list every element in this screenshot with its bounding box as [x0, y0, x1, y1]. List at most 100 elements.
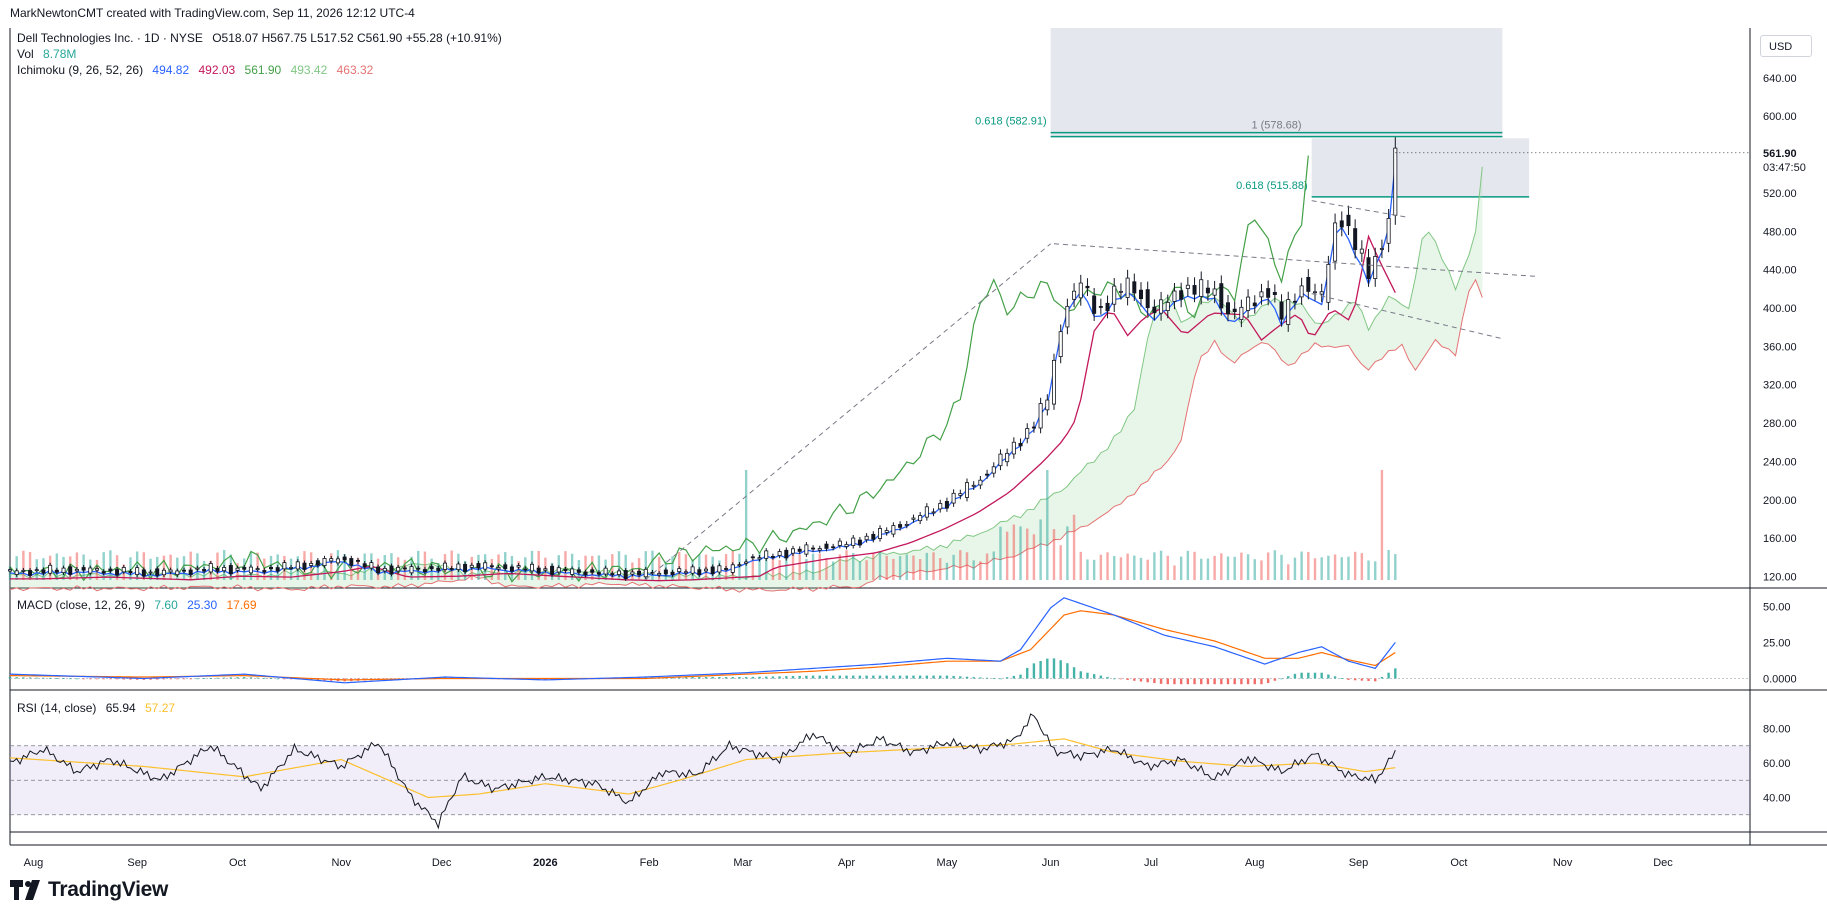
candle-body[interactable]: [931, 511, 936, 514]
candle-body[interactable]: [1333, 222, 1338, 262]
candle-body[interactable]: [831, 546, 836, 549]
candle-body[interactable]: [1192, 285, 1197, 295]
candle-body[interactable]: [1199, 279, 1204, 297]
candle-body[interactable]: [1366, 257, 1371, 280]
candle-body[interactable]: [583, 571, 588, 576]
candle-body[interactable]: [811, 547, 816, 550]
candle-body[interactable]: [1393, 147, 1398, 216]
candle-body[interactable]: [101, 571, 106, 574]
candle-body[interactable]: [1306, 276, 1311, 292]
candle-body[interactable]: [135, 567, 140, 575]
candle-body[interactable]: [68, 566, 73, 575]
candle-body[interactable]: [1045, 399, 1050, 411]
candle-body[interactable]: [784, 549, 789, 559]
candle-body[interactable]: [737, 564, 742, 567]
legend-volume[interactable]: Vol 8.78M: [17, 47, 82, 61]
candle-body[interactable]: [335, 558, 340, 564]
candle-body[interactable]: [322, 558, 327, 566]
candle-body[interactable]: [978, 479, 983, 486]
candle-body[interactable]: [128, 571, 133, 574]
candle-body[interactable]: [1219, 283, 1224, 309]
candle-body[interactable]: [295, 561, 300, 570]
candle-body[interactable]: [255, 568, 260, 571]
candle-body[interactable]: [1326, 264, 1331, 303]
candle-body[interactable]: [1132, 281, 1137, 294]
candle-body[interactable]: [1286, 299, 1291, 325]
candle-body[interactable]: [262, 570, 267, 573]
candle-body[interactable]: [1152, 306, 1157, 314]
candle-body[interactable]: [1259, 291, 1264, 298]
candle-body[interactable]: [215, 567, 220, 572]
candle-body[interactable]: [1092, 295, 1097, 314]
candle-body[interactable]: [991, 466, 996, 474]
candle-body[interactable]: [108, 568, 113, 572]
candle-body[interactable]: [1018, 442, 1023, 447]
trendline-dashed[interactable]: [645, 243, 1051, 580]
candle-body[interactable]: [536, 567, 541, 574]
candle-body[interactable]: [369, 562, 374, 569]
candle-body[interactable]: [730, 564, 735, 573]
candle-body[interactable]: [1165, 301, 1170, 312]
candle-body[interactable]: [891, 525, 896, 535]
candle-body[interactable]: [1031, 426, 1036, 429]
candle-body[interactable]: [938, 503, 943, 510]
candle-body[interactable]: [516, 565, 521, 568]
candle-body[interactable]: [34, 569, 39, 572]
candle-body[interactable]: [1272, 291, 1277, 295]
candle-body[interactable]: [603, 567, 608, 575]
candle-body[interactable]: [188, 569, 193, 575]
candle-body[interactable]: [81, 567, 86, 571]
candle-body[interactable]: [355, 559, 360, 562]
candle-body[interactable]: [302, 562, 307, 570]
candle-body[interactable]: [710, 566, 715, 575]
candle-body[interactable]: [1139, 289, 1144, 299]
candle-body[interactable]: [1065, 305, 1070, 328]
candle-body[interactable]: [1085, 285, 1090, 289]
candle-body[interactable]: [1058, 331, 1063, 357]
candle-body[interactable]: [1072, 290, 1077, 300]
candle-body[interactable]: [1232, 308, 1237, 313]
candle-body[interactable]: [309, 563, 314, 566]
candle-body[interactable]: [1038, 403, 1043, 429]
candle-body[interactable]: [422, 569, 427, 573]
candle-body[interactable]: [663, 569, 668, 575]
candle-body[interactable]: [1386, 218, 1391, 244]
candle-body[interactable]: [817, 548, 822, 551]
candle-body[interactable]: [683, 571, 688, 574]
candle-body[interactable]: [697, 569, 702, 576]
candle-body[interactable]: [289, 567, 294, 569]
candle-body[interactable]: [951, 492, 956, 504]
candle-body[interactable]: [268, 566, 273, 570]
candle-body[interactable]: [1252, 302, 1257, 307]
candle-body[interactable]: [690, 566, 695, 574]
candle-body[interactable]: [610, 573, 615, 576]
candle-body[interactable]: [543, 568, 548, 571]
candle-body[interactable]: [1359, 248, 1364, 254]
candle-body[interactable]: [1292, 300, 1297, 303]
candle-body[interactable]: [576, 569, 581, 573]
candle-body[interactable]: [21, 569, 26, 572]
candle-body[interactable]: [1185, 284, 1190, 289]
candle-body[interactable]: [496, 567, 501, 570]
candle-body[interactable]: [764, 550, 769, 559]
candle-body[interactable]: [1313, 291, 1318, 294]
candle-body[interactable]: [844, 543, 849, 547]
candle-body[interactable]: [195, 567, 200, 570]
candle-body[interactable]: [483, 562, 488, 570]
candle-body[interactable]: [677, 568, 682, 572]
candle-body[interactable]: [550, 565, 555, 575]
candle-body[interactable]: [175, 570, 180, 576]
candle-body[interactable]: [376, 566, 381, 574]
candle-body[interactable]: [1239, 306, 1244, 321]
candle-body[interactable]: [523, 568, 528, 571]
candle-body[interactable]: [757, 557, 762, 560]
candle-body[interactable]: [88, 567, 93, 574]
candle-body[interactable]: [750, 556, 755, 559]
legend-macd[interactable]: MACD (close, 12, 26, 9) 7.60 25.30 17.69: [17, 598, 263, 612]
candle-body[interactable]: [275, 567, 280, 572]
candle-body[interactable]: [181, 569, 186, 572]
candle-body[interactable]: [228, 565, 233, 575]
candle-body[interactable]: [1379, 248, 1384, 250]
candle-body[interactable]: [777, 551, 782, 556]
candle-body[interactable]: [911, 517, 916, 520]
